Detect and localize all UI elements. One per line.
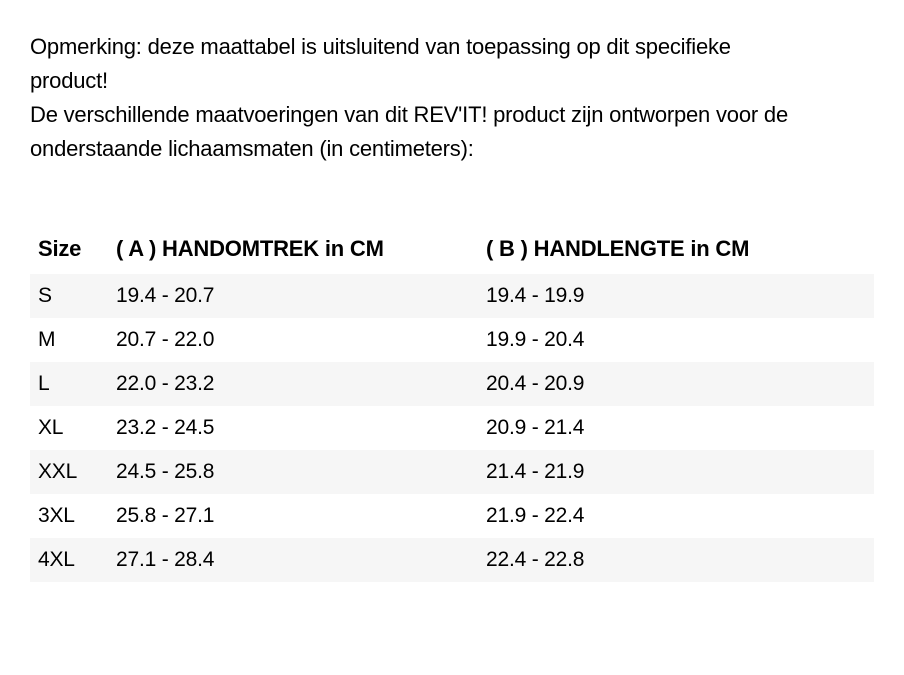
cell-size: XL	[30, 406, 108, 450]
cell-size: L	[30, 362, 108, 406]
table-row: M 20.7 - 22.0 19.9 - 20.4	[30, 318, 874, 362]
cell-size: XXL	[30, 450, 108, 494]
table-row: L 22.0 - 23.2 20.4 - 20.9	[30, 362, 874, 406]
table-header-row: Size ( A ) HANDOMTREK in CM ( B ) HANDLE…	[30, 226, 874, 274]
table-row: XL 23.2 - 24.5 20.9 - 21.4	[30, 406, 874, 450]
size-table: Size ( A ) HANDOMTREK in CM ( B ) HANDLE…	[30, 226, 874, 582]
cell-size: M	[30, 318, 108, 362]
cell-a: 27.1 - 28.4	[108, 538, 478, 582]
cell-a: 22.0 - 23.2	[108, 362, 478, 406]
intro-text: Opmerking: deze maattabel is uitsluitend…	[30, 30, 790, 166]
table-row: XXL 24.5 - 25.8 21.4 - 21.9	[30, 450, 874, 494]
table-row: 4XL 27.1 - 28.4 22.4 - 22.8	[30, 538, 874, 582]
cell-size: 4XL	[30, 538, 108, 582]
cell-b: 19.9 - 20.4	[478, 318, 874, 362]
cell-b: 20.9 - 21.4	[478, 406, 874, 450]
cell-a: 25.8 - 27.1	[108, 494, 478, 538]
intro-line-2: De verschillende maatvoeringen van dit R…	[30, 102, 788, 161]
cell-b: 21.4 - 21.9	[478, 450, 874, 494]
col-header-b: ( B ) HANDLENGTE in CM	[478, 226, 874, 274]
cell-b: 22.4 - 22.8	[478, 538, 874, 582]
col-header-size: Size	[30, 226, 108, 274]
cell-b: 21.9 - 22.4	[478, 494, 874, 538]
col-header-a: ( A ) HANDOMTREK in CM	[108, 226, 478, 274]
cell-b: 20.4 - 20.9	[478, 362, 874, 406]
cell-a: 23.2 - 24.5	[108, 406, 478, 450]
cell-a: 20.7 - 22.0	[108, 318, 478, 362]
cell-b: 19.4 - 19.9	[478, 274, 874, 318]
cell-size: S	[30, 274, 108, 318]
table-row: S 19.4 - 20.7 19.4 - 19.9	[30, 274, 874, 318]
table-row: 3XL 25.8 - 27.1 21.9 - 22.4	[30, 494, 874, 538]
cell-size: 3XL	[30, 494, 108, 538]
cell-a: 19.4 - 20.7	[108, 274, 478, 318]
intro-line-1: Opmerking: deze maattabel is uitsluitend…	[30, 34, 731, 93]
cell-a: 24.5 - 25.8	[108, 450, 478, 494]
